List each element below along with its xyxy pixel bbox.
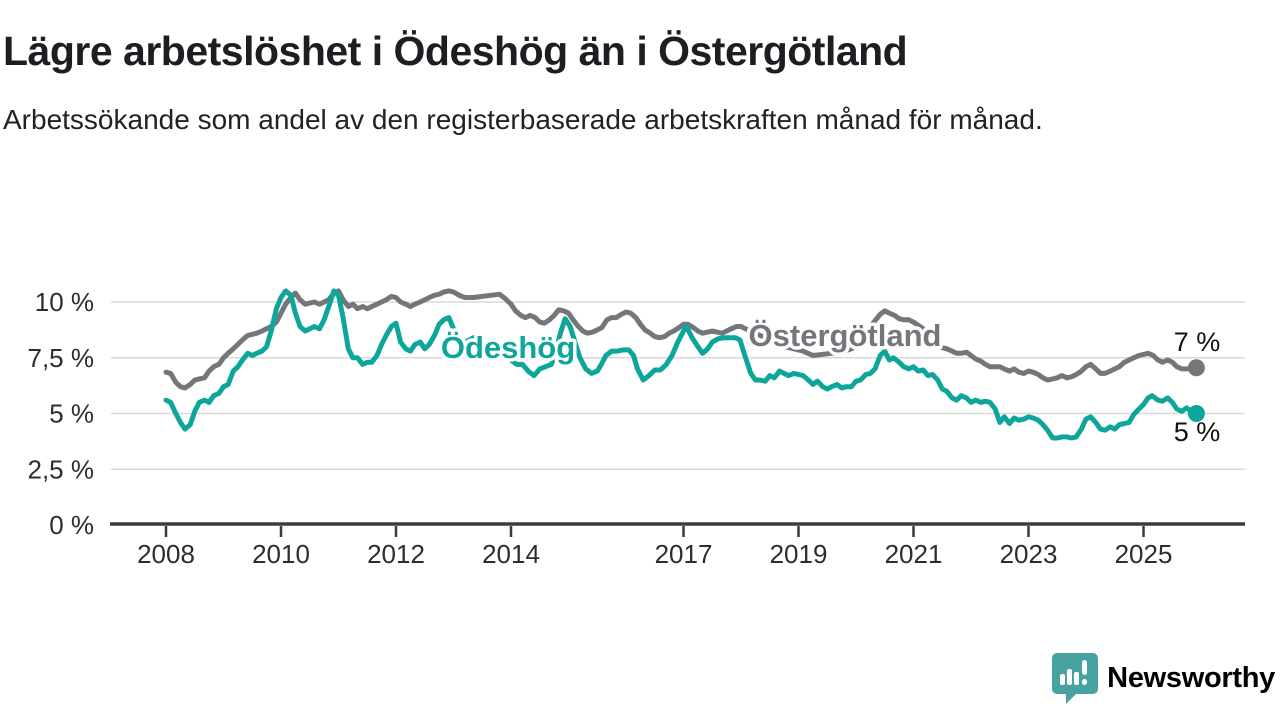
y-tick-label: 5 % [49, 399, 94, 429]
series-line-0 [163, 288, 1199, 391]
y-tick-label: 7,5 % [28, 343, 95, 373]
chart-subtitle: Arbetssökande som andel av den registerb… [3, 104, 1043, 136]
x-tick-label: 2019 [770, 539, 828, 569]
x-tick-label: 2023 [1000, 539, 1058, 569]
series-end-dot-0 [1187, 359, 1205, 377]
y-tick-label: 0 % [49, 510, 94, 540]
newsworthy-logo-icon [1052, 653, 1099, 704]
series-line-1 [163, 288, 1199, 441]
series-label-odeshog: Ödeshög [441, 330, 575, 365]
y-tick-label: 10 % [35, 287, 94, 317]
brand-name: Newsworthy [1107, 661, 1275, 694]
x-tick-label: 2010 [252, 539, 310, 569]
series-label-ostergotland: Östergötland [749, 318, 942, 353]
x-tick-label: 2008 [137, 539, 195, 569]
x-tick-label: 2017 [655, 539, 713, 569]
newsworthy-brand[interactable]: Newsworthy [1052, 652, 1275, 704]
chart-title: Lägre arbetslöshet i Ödeshög än i Österg… [3, 28, 908, 74]
y-tick-label: 2,5 % [28, 454, 95, 484]
x-tick-label: 2021 [885, 539, 943, 569]
series-end-dot-1 [1187, 405, 1205, 422]
bar-chart-glyph [1060, 660, 1088, 685]
x-tick-label: 2014 [482, 539, 540, 569]
end-value-label-odeshog: 5 % [1174, 417, 1221, 447]
x-tick-label: 2012 [367, 539, 425, 569]
x-tick-label: 2025 [1115, 539, 1173, 569]
chart-header: Lägre arbetslöshet i Ödeshög än i Österg… [3, 0, 1273, 138]
end-value-label-ostergotland: 7 % [1174, 327, 1221, 357]
